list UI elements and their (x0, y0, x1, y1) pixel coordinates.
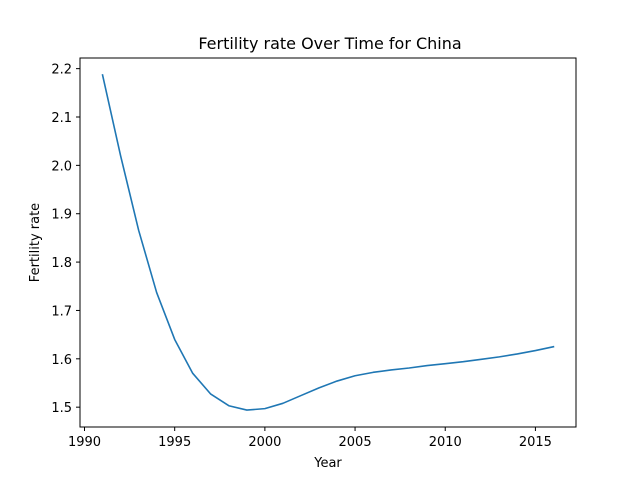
axes-frame (79, 57, 577, 428)
x-axis: 1990 1995 2000 2005 2010 2015 (68, 427, 552, 450)
x-axis-label: Year (313, 456, 342, 471)
x-tick-label: 1995 (158, 435, 191, 450)
y-tick-label: 1.7 (51, 304, 72, 319)
series-line (101, 73, 555, 411)
plot-area (101, 73, 555, 411)
y-tick-label: 1.5 (51, 401, 72, 416)
y-tick-label: 2.1 (51, 111, 72, 126)
x-tick-label: 1990 (68, 435, 101, 450)
y-tick-label: 2.0 (51, 159, 72, 174)
y-tick-label: 1.9 (51, 208, 72, 223)
x-tick-label: 2015 (519, 435, 552, 450)
x-tick-label: 2005 (339, 435, 372, 450)
y-axis-label: Fertility rate (28, 203, 43, 282)
y-tick-label: 2.2 (51, 63, 72, 78)
x-tick-label: 2010 (429, 435, 462, 450)
chart-title: Fertility rate Over Time for China (198, 34, 461, 53)
x-tick-label: 2000 (248, 435, 281, 450)
y-axis: 1.5 1.6 1.7 1.8 1.9 2.0 2.1 2.2 (51, 63, 80, 416)
y-tick-label: 1.6 (51, 353, 72, 368)
y-tick-label: 1.8 (51, 256, 72, 271)
